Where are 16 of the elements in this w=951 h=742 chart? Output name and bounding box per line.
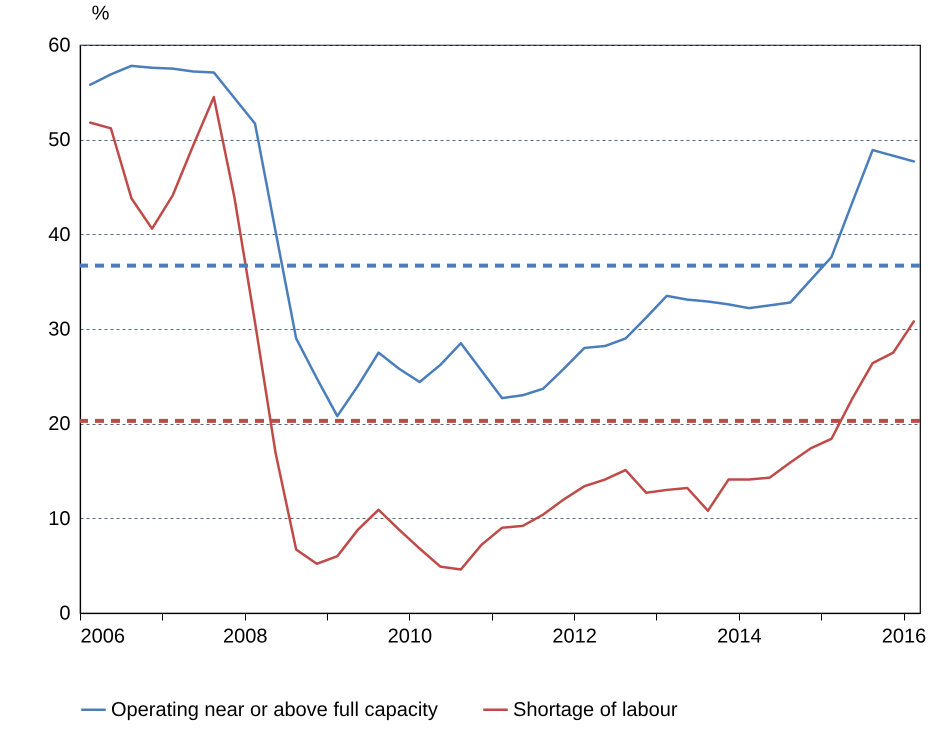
y-tick-label: 40 [48,224,70,246]
x-tick-label: 2012 [552,626,597,648]
x-tick-label: 2008 [222,626,268,648]
legend-label: Operating near or above full capacity [111,698,438,721]
y-tick-label: 20 [48,413,70,436]
y-tick-label: 60 [48,34,70,56]
y-tick-label: 10 [48,508,70,530]
x-tick-label: 2010 [388,626,432,648]
legend-label: Shortage of labour [513,698,678,721]
x-tick-label: 2016 [882,626,926,648]
x-tick-label: 2014 [717,626,762,648]
y-axis-title: % [92,2,110,24]
y-tick-label: 0 [59,602,70,624]
y-tick-label: 50 [48,129,70,152]
x-tick-label: 2006 [80,626,125,648]
y-tick-label: 30 [48,318,70,340]
